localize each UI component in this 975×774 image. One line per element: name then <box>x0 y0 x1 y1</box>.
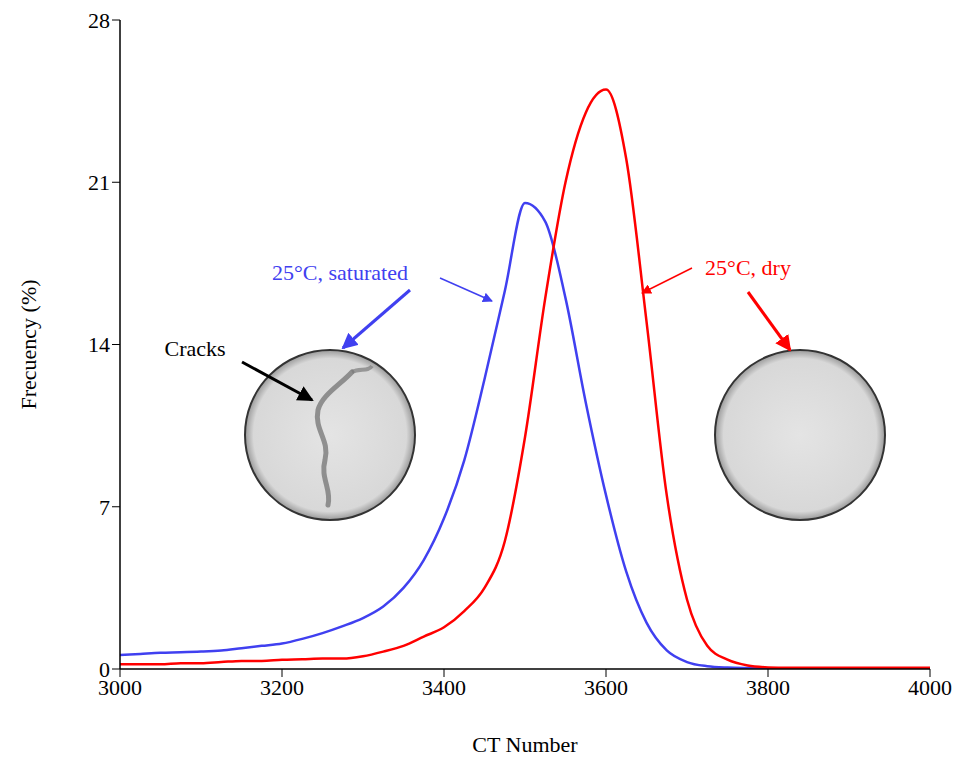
svg-text:4000: 4000 <box>908 675 952 700</box>
svg-text:14: 14 <box>88 332 110 357</box>
svg-text:0: 0 <box>99 657 110 682</box>
svg-text:3000: 3000 <box>98 674 142 700</box>
svg-text:3200: 3200 <box>260 675 304 700</box>
svg-text:28: 28 <box>88 8 110 33</box>
svg-text:3600: 3600 <box>584 675 628 700</box>
svg-text:3400: 3400 <box>422 675 466 700</box>
svg-text:Frecuency (%): Frecuency (%) <box>16 279 41 409</box>
svg-text:3800: 3800 <box>746 675 790 700</box>
svg-text:CT Number: CT Number <box>472 732 578 757</box>
svg-text:25°C, saturated: 25°C, saturated <box>272 260 408 285</box>
svg-text:25°C, dry: 25°C, dry <box>705 255 791 280</box>
svg-text:Cracks: Cracks <box>164 336 225 361</box>
svg-text:7: 7 <box>99 495 110 520</box>
svg-text:21: 21 <box>88 170 110 195</box>
